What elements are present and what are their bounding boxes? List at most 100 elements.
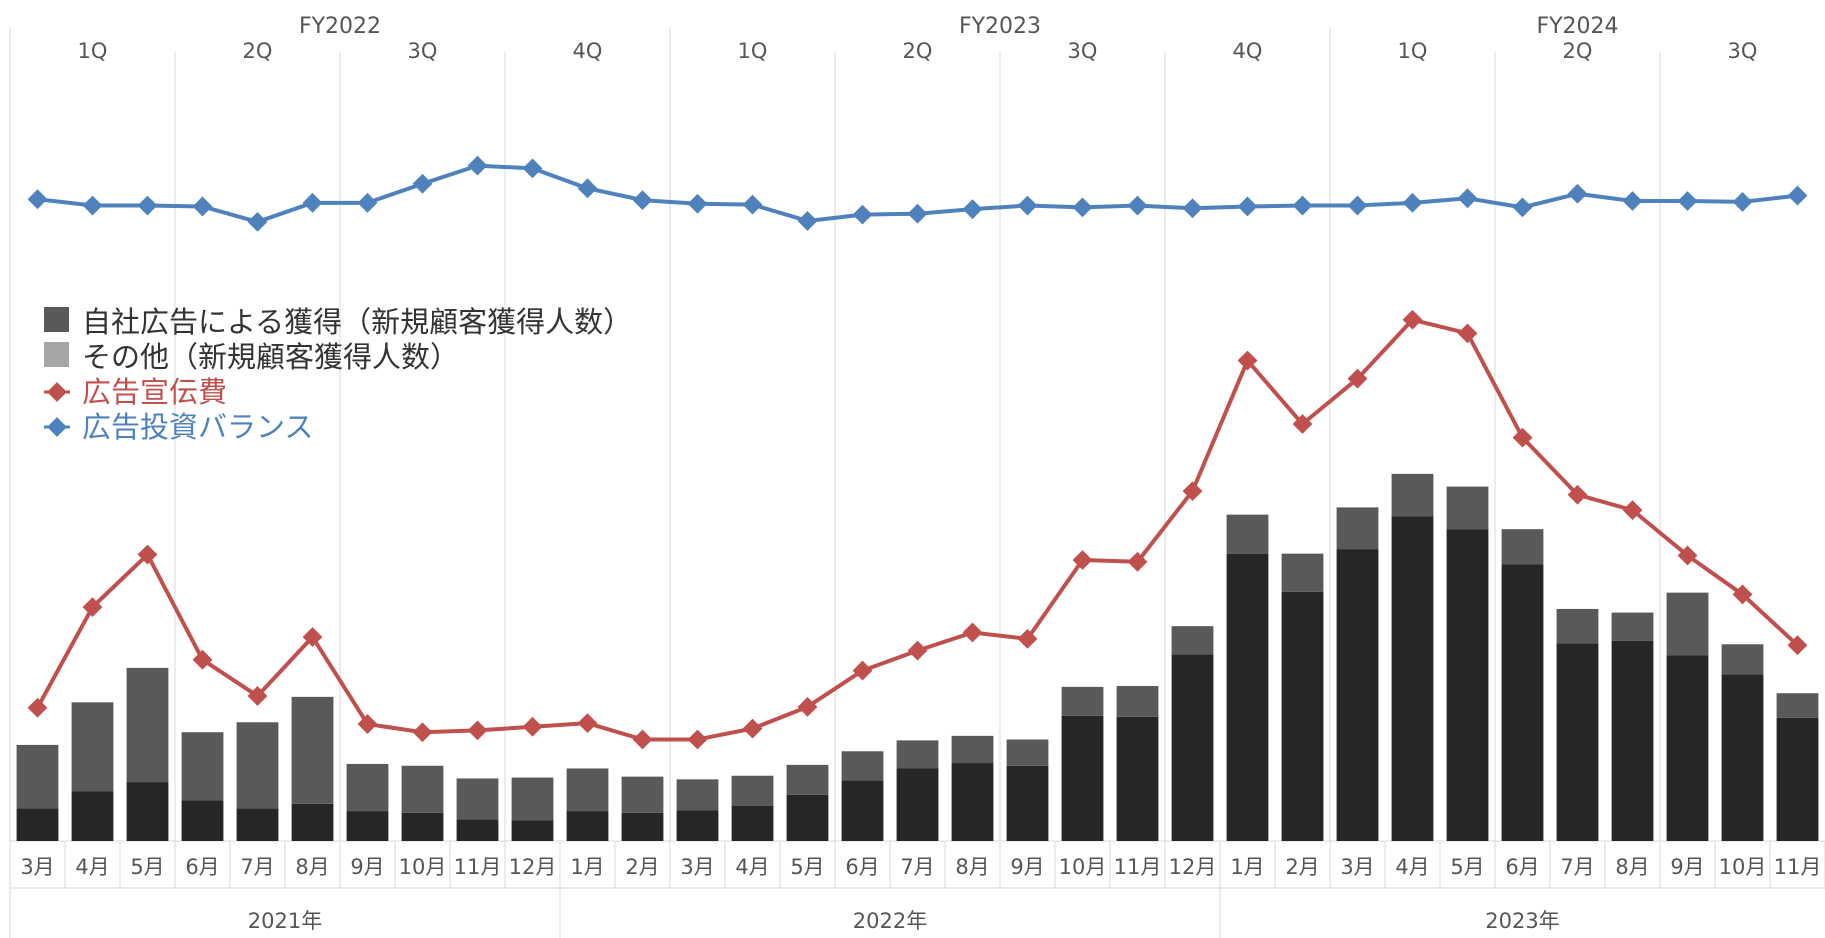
bar-other: [1501, 529, 1544, 565]
markers: [27, 155, 1808, 750]
bar-self-ad: [1006, 765, 1049, 841]
legend-label-self-ad: 自社広告による獲得（新規顧客獲得人数）: [82, 305, 632, 339]
month-label: 1月: [570, 855, 604, 879]
bar-other: [291, 696, 334, 804]
month-label: 2月: [1285, 855, 1319, 879]
month-label: 4月: [75, 855, 109, 879]
quarter-label: 2Q: [1563, 39, 1593, 63]
marker-ad-cost: [632, 729, 653, 750]
month-label: 6月: [845, 855, 879, 879]
month-label: 8月: [955, 855, 989, 879]
bar-other: [16, 744, 59, 809]
month-label: 10月: [1059, 855, 1107, 879]
month-label: 7月: [240, 855, 274, 879]
bar-self-ad: [456, 819, 499, 841]
bar-self-ad: [181, 800, 224, 841]
marker-ad-cost: [1732, 584, 1753, 605]
quarter-label: 2Q: [243, 39, 273, 63]
bar-self-ad: [1336, 549, 1379, 841]
bar-other: [1006, 739, 1049, 766]
bar-self-ad: [1171, 654, 1214, 841]
marker-ad-cost: [577, 713, 598, 734]
bar-other: [456, 778, 499, 820]
month-label: 11月: [1774, 855, 1822, 879]
bar-other: [1171, 626, 1214, 655]
marker-ad-balance: [1622, 191, 1643, 211]
marker-ad-cost: [1567, 484, 1588, 505]
bar-other: [621, 776, 664, 813]
quarter-label: 4Q: [1233, 39, 1263, 63]
bar-other: [1336, 507, 1379, 550]
month-label: 9月: [1010, 855, 1044, 879]
bar-self-ad: [786, 794, 829, 841]
month-label: 9月: [1670, 855, 1704, 879]
bar-other: [1666, 592, 1709, 656]
bar-other: [951, 735, 994, 764]
month-label: 3月: [20, 855, 54, 879]
month-label: 11月: [1114, 855, 1162, 879]
bar-self-ad: [896, 768, 939, 841]
marker-ad-balance: [412, 173, 433, 194]
marker-ad-cost: [1787, 635, 1808, 656]
bar-other: [126, 667, 169, 783]
quarter-label: 3Q: [1068, 39, 1098, 63]
year-label: 2021年: [248, 909, 322, 933]
month-label: 8月: [295, 855, 329, 879]
marker-ad-cost: [1622, 500, 1643, 521]
bar-other: [1226, 514, 1269, 554]
year-label: 2023年: [1485, 909, 1559, 933]
bar-self-ad: [126, 782, 169, 841]
quarter-label: 1Q: [738, 39, 768, 63]
marker-ad-cost: [1512, 427, 1533, 448]
bar-self-ad: [1776, 717, 1819, 841]
month-label: 3月: [1340, 855, 1374, 879]
quarter-label: 2Q: [903, 39, 933, 63]
bar-self-ad: [71, 791, 114, 841]
marker-ad-cost: [1677, 545, 1698, 566]
month-label: 12月: [1169, 855, 1217, 879]
marker-ad-balance: [1182, 198, 1203, 219]
month-label: 5月: [790, 855, 824, 879]
marker-ad-balance: [1127, 195, 1148, 216]
bar-self-ad: [1501, 564, 1544, 841]
bar-self-ad: [1721, 674, 1764, 841]
bar-other: [676, 779, 719, 811]
bar-other: [786, 764, 829, 795]
month-label: 4月: [735, 855, 769, 879]
marker-ad-balance: [1677, 191, 1698, 211]
bar-self-ad: [1556, 643, 1599, 841]
month-label: 11月: [454, 855, 502, 879]
marker-ad-cost: [687, 729, 708, 750]
legend-label-ad-balance: 広告投資バランス: [82, 410, 313, 444]
bar-other: [401, 765, 444, 813]
marker-ad-cost: [302, 627, 323, 647]
bar-self-ad: [401, 812, 444, 841]
bar-other: [346, 763, 389, 812]
bar-other: [511, 777, 554, 821]
bar-self-ad: [236, 808, 279, 841]
legend-swatch-self-ad: [44, 307, 69, 332]
axis-labels: FY2022 FY2023 FY2024 1Q 2Q 3Q 4Q 1Q 2Q 3Q 4Q 1Q 2Q 3Q…: [20, 14, 1821, 933]
legend-marker-ad-balance: [47, 417, 67, 437]
marker-ad-balance: [1347, 195, 1368, 216]
bar-other: [181, 732, 224, 801]
month-label: 8月: [1615, 855, 1649, 879]
fiscal-year-label: FY2022: [299, 14, 381, 39]
marker-ad-cost: [797, 696, 818, 717]
month-label: 6月: [185, 855, 219, 879]
quarter-label: 1Q: [78, 39, 108, 63]
legend-label-ad-cost: 広告宣伝費: [82, 375, 227, 409]
bar-self-ad: [1446, 529, 1489, 841]
bar-other: [1776, 693, 1819, 718]
marker-ad-balance: [357, 192, 378, 213]
marker-ad-cost: [1457, 323, 1478, 344]
marker-ad-cost: [1347, 368, 1368, 389]
legend: 自社広告による獲得（新規顧客獲得人数） その他（新規顧客獲得人数） 広告宣伝費 …: [44, 305, 632, 444]
bar-other: [731, 775, 774, 806]
month-label: 10月: [399, 855, 447, 879]
marker-ad-cost: [742, 718, 763, 739]
bar-self-ad: [1061, 715, 1104, 841]
quarter-label: 3Q: [1728, 39, 1758, 63]
bar-other: [1391, 473, 1434, 517]
month-label: 3月: [680, 855, 714, 879]
